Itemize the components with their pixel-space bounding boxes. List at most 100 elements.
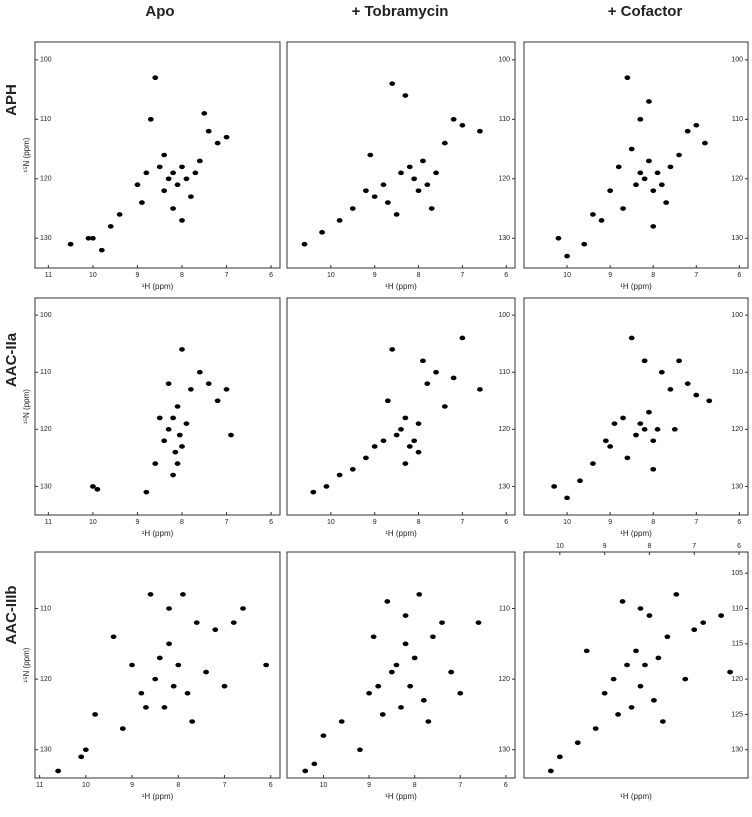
x-tick-label: 10 <box>327 519 335 526</box>
y-tick-label: 125 <box>731 711 743 718</box>
peak <box>415 188 422 193</box>
peak <box>214 140 221 146</box>
x-tick-label: 6 <box>504 519 508 526</box>
x-axis-label: ¹H (ppm) <box>620 792 652 801</box>
peak <box>642 662 648 668</box>
peak <box>336 218 343 223</box>
y-tick-label: 120 <box>731 676 743 683</box>
peak <box>555 235 562 241</box>
x-tick-label: 7 <box>223 782 227 789</box>
x-tick-label: 7 <box>460 272 464 279</box>
x-axis-label: ¹H (ppm) <box>385 792 417 801</box>
y-tick-label: 110 <box>499 116 510 123</box>
peak <box>433 369 439 375</box>
row-label: AAC-IIa <box>3 332 20 387</box>
peak <box>424 182 431 188</box>
x-tick-label: 6 <box>269 782 273 789</box>
x-tick-label: 9 <box>130 782 134 789</box>
column-header: + Tobramycin <box>352 3 449 20</box>
peak <box>143 705 149 710</box>
plot-frame <box>34 551 281 779</box>
peak <box>201 111 208 116</box>
peak <box>430 634 436 640</box>
x-tick-label: 9 <box>373 519 377 526</box>
peak <box>583 648 590 654</box>
peak <box>646 613 653 618</box>
peak <box>192 170 199 176</box>
x-axis-label: ¹H (ppm) <box>385 282 417 291</box>
peak <box>92 712 98 717</box>
peak <box>477 387 483 392</box>
peak <box>371 194 378 199</box>
peak <box>577 478 583 484</box>
peak <box>459 335 466 341</box>
y-tick-label: 110 <box>732 605 743 612</box>
peak <box>90 484 96 489</box>
x-tick-label: 9 <box>608 519 612 526</box>
peak <box>388 669 395 675</box>
y-tick-label: 120 <box>498 426 510 433</box>
x-axis-label: ¹H (ppm) <box>142 282 174 291</box>
peak <box>641 427 648 432</box>
peak <box>439 620 445 625</box>
peak <box>116 212 123 217</box>
peak <box>620 206 626 211</box>
x-tick-label: 8 <box>417 272 421 279</box>
peak <box>82 747 89 753</box>
plot-frame <box>523 551 749 779</box>
peak <box>700 620 707 625</box>
y-tick-label: 120 <box>731 426 743 433</box>
peak <box>311 761 318 767</box>
y-tick-label: 130 <box>40 747 52 754</box>
peak <box>90 235 96 241</box>
plot-frame <box>286 551 516 779</box>
peak <box>628 705 635 710</box>
peak <box>67 241 74 247</box>
x-tick-label: 6 <box>269 519 273 526</box>
y-axis-label: ¹⁵N (ppm) <box>22 137 31 172</box>
peak <box>416 592 423 597</box>
peak <box>156 415 163 421</box>
y-tick-label: 110 <box>499 369 510 376</box>
y-tick-label: 100 <box>731 57 743 64</box>
peak <box>671 427 678 432</box>
peak <box>212 627 219 632</box>
peak <box>375 683 382 689</box>
x-tick-label: 8 <box>180 519 184 526</box>
x-tick-label: 9 <box>136 272 140 279</box>
peak <box>393 432 400 438</box>
peak <box>165 427 172 432</box>
peak <box>420 358 426 364</box>
plot-frame <box>34 41 281 269</box>
peak <box>174 461 181 466</box>
peak <box>651 698 657 703</box>
peak <box>398 170 404 176</box>
y-tick-label: 120 <box>40 426 52 433</box>
y-tick-label: 100 <box>40 312 52 319</box>
x-tick-label: 7 <box>460 519 464 526</box>
x-tick-label: 8 <box>176 782 180 789</box>
peak <box>646 158 652 164</box>
peak <box>302 768 309 774</box>
peak <box>189 719 196 724</box>
x-tick-label: 10 <box>320 782 328 789</box>
peak <box>684 381 691 386</box>
x-tick-label: 9 <box>608 272 612 279</box>
peak <box>147 117 154 122</box>
peak <box>161 705 168 710</box>
peak <box>179 218 185 223</box>
peak <box>205 128 212 134</box>
x-tick-label: 10 <box>327 272 335 279</box>
peak <box>407 683 414 689</box>
peak <box>433 170 439 176</box>
peak <box>457 690 464 696</box>
peak <box>170 683 177 689</box>
peak <box>196 369 203 375</box>
peak <box>203 669 209 675</box>
peak <box>139 200 145 205</box>
peak <box>119 726 126 731</box>
peak <box>650 224 657 229</box>
peak <box>138 690 145 696</box>
peak <box>156 655 163 661</box>
x-tick-label: 6 <box>504 782 508 789</box>
